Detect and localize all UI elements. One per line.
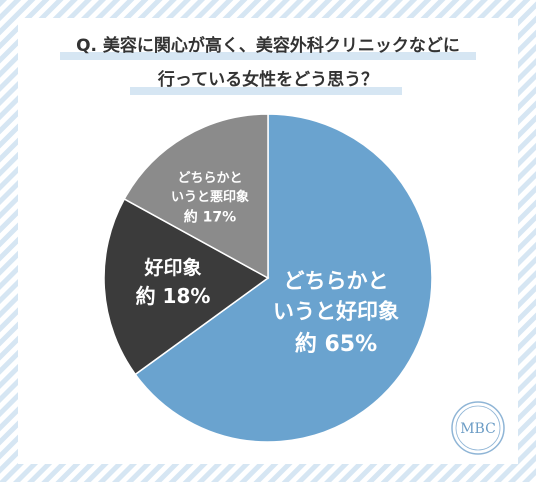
logo-ring — [455, 405, 501, 451]
chart-title: Q. 美容に関心が高く、美容外科クリニックなどに — [76, 35, 460, 56]
title-highlight — [130, 87, 402, 95]
pie-slice — [123, 113, 269, 280]
pie-slice — [134, 113, 433, 443]
value-label: 約 17% — [184, 209, 236, 226]
logo-badge — [451, 401, 505, 455]
pie-slice — [103, 197, 270, 376]
title-highlight — [60, 52, 476, 60]
value-label: 約 18% — [136, 284, 211, 308]
chart-title: 行っている女性をどう思う？ — [157, 69, 378, 90]
slice-label: どちらかというと好印象 — [273, 269, 399, 323]
value-label: 約 65% — [295, 331, 377, 357]
slice-label: どちらかというと悪印象 — [171, 171, 249, 205]
logo: MBC — [460, 421, 496, 437]
slice-label: 好印象 — [143, 256, 201, 279]
